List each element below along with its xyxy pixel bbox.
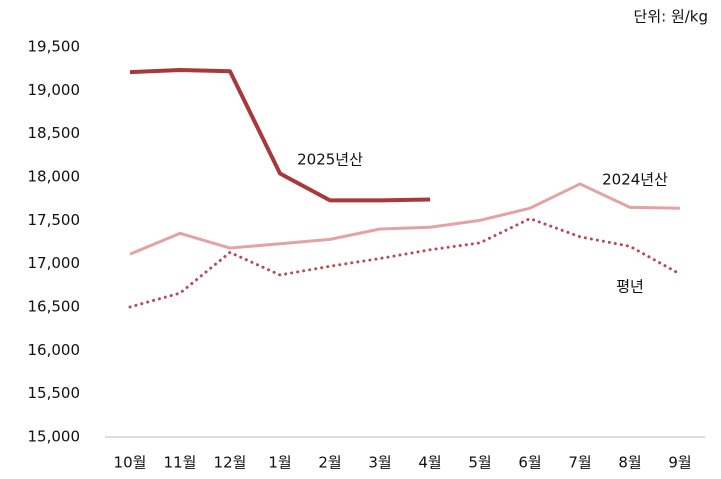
series-line bbox=[129, 182, 681, 256]
x-tick-label: 2월 bbox=[318, 454, 341, 472]
x-tick-label: 10월 bbox=[114, 454, 147, 472]
unit-label: 단위: 원/kg bbox=[634, 8, 708, 26]
y-tick-label: 16,500 bbox=[28, 298, 81, 316]
x-tick-label: 1월 bbox=[268, 454, 291, 472]
y-tick-label: 18,500 bbox=[28, 124, 81, 142]
series-label: 2025년산 bbox=[297, 151, 363, 169]
y-tick-label: 15,500 bbox=[28, 384, 81, 402]
y-tick-label: 19,500 bbox=[28, 38, 81, 56]
series-label: 2024년산 bbox=[602, 171, 668, 189]
x-tick-label: 6월 bbox=[518, 454, 541, 472]
y-tick-label: 19,000 bbox=[28, 81, 81, 99]
series-label: 평년 bbox=[616, 278, 644, 296]
x-tick-label: 12월 bbox=[214, 454, 247, 472]
x-tick-label: 5월 bbox=[468, 454, 491, 472]
y-tick-label: 17,500 bbox=[28, 211, 81, 229]
series-line bbox=[129, 67, 431, 203]
x-tick-label: 11월 bbox=[164, 454, 197, 472]
series-line bbox=[128, 217, 682, 309]
x-tick-label: 4월 bbox=[418, 454, 441, 472]
y-tick-label: 17,000 bbox=[28, 254, 81, 272]
x-tick-label: 3월 bbox=[368, 454, 391, 472]
x-tick-label: 9월 bbox=[668, 454, 691, 472]
x-tick-label: 7월 bbox=[568, 454, 591, 472]
y-tick-label: 18,000 bbox=[28, 168, 81, 186]
x-tick-label: 8월 bbox=[618, 454, 641, 472]
y-tick-label: 16,000 bbox=[28, 341, 81, 359]
y-tick-label: 15,000 bbox=[28, 428, 81, 446]
